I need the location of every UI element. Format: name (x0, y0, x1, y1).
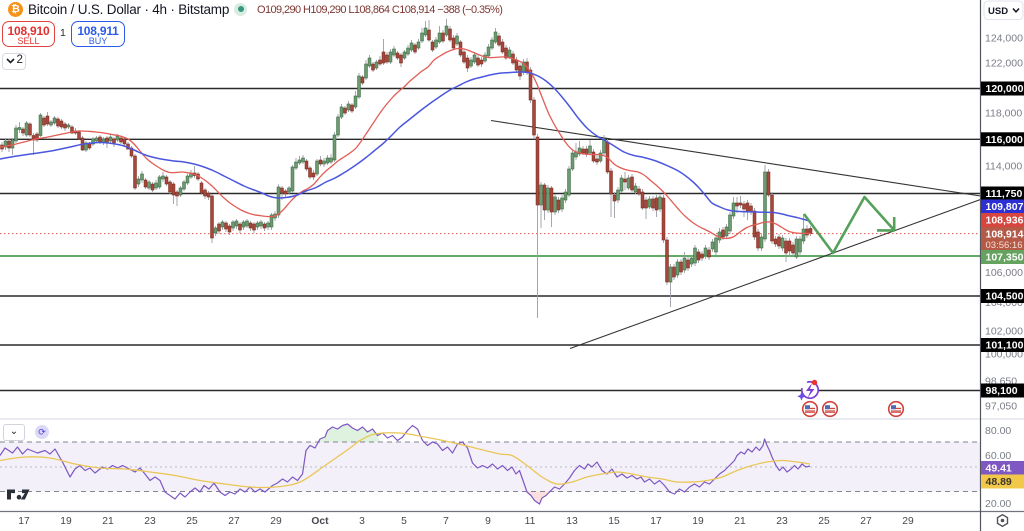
svg-text:97,050: 97,050 (985, 401, 1017, 413)
svg-text:102,000: 102,000 (985, 326, 1023, 338)
svg-text:21: 21 (734, 516, 746, 527)
svg-text:5: 5 (401, 516, 407, 527)
svg-text:11: 11 (525, 516, 536, 527)
svg-text:19: 19 (692, 516, 704, 527)
svg-text:118,000: 118,000 (985, 108, 1022, 120)
svg-text:23: 23 (144, 516, 156, 527)
svg-text:111,750: 111,750 (986, 188, 1023, 200)
svg-text:25: 25 (818, 516, 830, 527)
svg-text:29: 29 (270, 516, 282, 527)
svg-text:122,000: 122,000 (985, 58, 1023, 70)
svg-text:98,100: 98,100 (986, 385, 1018, 397)
svg-text:27: 27 (860, 516, 872, 527)
svg-text:101,100: 101,100 (986, 340, 1024, 352)
svg-text:21: 21 (102, 516, 114, 527)
svg-text:Oct: Oct (311, 516, 329, 527)
svg-text:48.89: 48.89 (986, 476, 1012, 488)
svg-text:03:56:16: 03:56:16 (986, 240, 1023, 251)
svg-text:114,000: 114,000 (985, 161, 1022, 173)
svg-text:USD: USD (988, 6, 1008, 17)
svg-text:108,914: 108,914 (986, 229, 1024, 241)
svg-text:108,936: 108,936 (986, 215, 1024, 227)
svg-text:19: 19 (60, 516, 72, 527)
svg-text:27: 27 (228, 516, 240, 527)
svg-text:104,500: 104,500 (986, 291, 1024, 303)
svg-text:20.00: 20.00 (985, 498, 1011, 510)
svg-text:15: 15 (608, 516, 620, 527)
svg-text:17: 17 (650, 516, 662, 527)
svg-text:120,000: 120,000 (986, 83, 1024, 95)
svg-text:107,350: 107,350 (986, 252, 1024, 264)
svg-text:17: 17 (18, 516, 30, 527)
svg-text:13: 13 (566, 516, 578, 527)
svg-text:106,000: 106,000 (985, 267, 1023, 279)
svg-text:25: 25 (186, 516, 198, 527)
svg-text:3: 3 (359, 516, 365, 527)
svg-text:109,807: 109,807 (986, 201, 1024, 213)
svg-text:60.00: 60.00 (985, 450, 1011, 462)
svg-text:124,000: 124,000 (985, 33, 1023, 45)
svg-text:116,000: 116,000 (986, 134, 1024, 146)
svg-text:23: 23 (776, 516, 788, 527)
svg-text:49.41: 49.41 (986, 463, 1012, 475)
svg-text:80.00: 80.00 (985, 425, 1011, 437)
svg-text:9: 9 (485, 516, 491, 527)
svg-text:29: 29 (902, 516, 914, 527)
svg-text:7: 7 (443, 516, 449, 527)
